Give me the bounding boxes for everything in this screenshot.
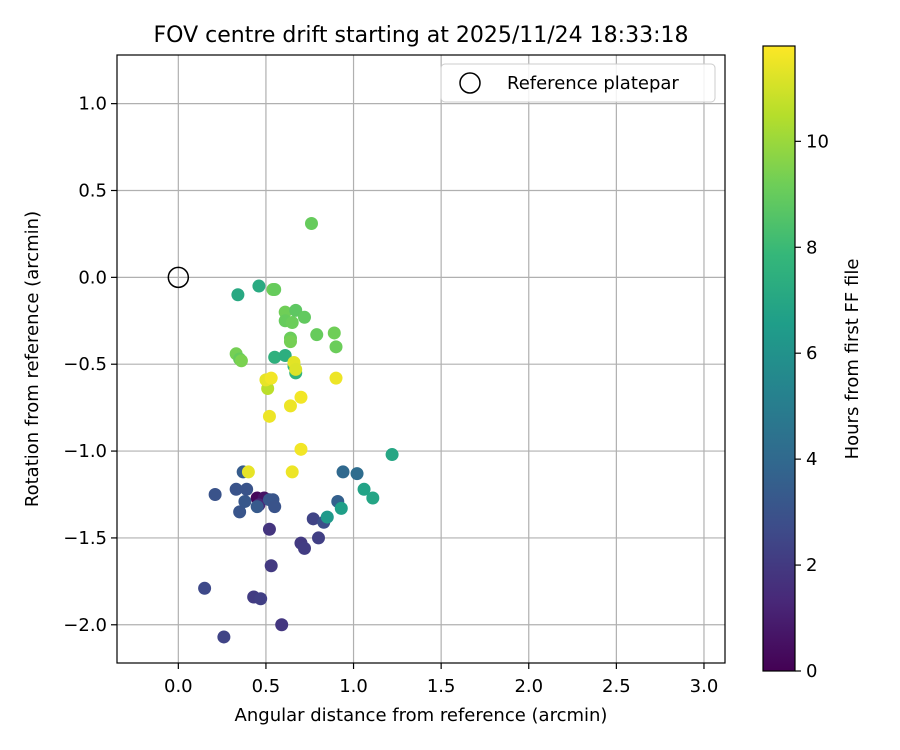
x-axis-ticks: 0.0 0.5 1.0 1.5 2.0 2.5 3.0 — [164, 663, 718, 697]
colorbar-tick-label: 2 — [806, 555, 817, 576]
data-point — [334, 501, 348, 515]
legend-marker — [459, 72, 481, 94]
colorbar-ticks: 0 2 4 6 8 10 — [795, 131, 829, 682]
data-point — [285, 316, 299, 330]
data-point — [366, 491, 380, 505]
x-tick-label: 3.0 — [690, 676, 719, 697]
chart-title: FOV centre drift starting at 2025/11/24 … — [154, 23, 689, 48]
data-point — [306, 512, 320, 526]
data-point — [262, 522, 276, 536]
y-axis-label: Rotation from reference (arcmin) — [22, 211, 43, 507]
colorbar-tick-label: 8 — [806, 237, 817, 258]
data-point — [238, 494, 252, 508]
x-tick-label: 1.5 — [427, 676, 456, 697]
data-point — [252, 279, 266, 293]
data-point — [329, 371, 343, 385]
x-tick-label: 2.0 — [514, 676, 543, 697]
data-point — [294, 442, 308, 456]
data-point — [229, 482, 243, 496]
data-point — [241, 465, 255, 479]
reference-marker — [167, 266, 190, 289]
data-point — [285, 465, 299, 479]
colorbar-tick-label: 6 — [806, 343, 817, 364]
colorbar: 0 2 4 6 8 10 Hours from first FF file — [762, 45, 863, 682]
data-point — [240, 482, 254, 496]
data-point — [327, 326, 341, 340]
data-point — [385, 448, 399, 462]
data-point — [268, 500, 282, 514]
y-tick-label: 1.0 — [78, 94, 107, 115]
y-tick-label: 0.0 — [78, 267, 107, 288]
x-tick-label: 2.5 — [602, 676, 631, 697]
data-point — [297, 541, 311, 555]
data-point — [254, 592, 268, 606]
data-point — [268, 283, 282, 297]
data-point — [304, 217, 318, 231]
data-point — [250, 500, 264, 514]
x-tick-label: 0.0 — [164, 676, 193, 697]
data-point — [278, 349, 292, 363]
data-point — [234, 354, 248, 368]
data-point — [289, 362, 303, 376]
data-point — [336, 465, 350, 479]
data-point — [283, 399, 297, 413]
data-point — [329, 340, 343, 354]
x-tick-label: 0.5 — [252, 676, 281, 697]
x-tick-label: 1.0 — [339, 676, 368, 697]
data-point — [264, 371, 278, 385]
data-point — [262, 409, 276, 423]
data-point — [357, 482, 371, 496]
data-point — [289, 303, 303, 317]
colorbar-frame — [762, 45, 796, 672]
y-tick-label: −2.0 — [63, 615, 107, 636]
legend: Reference platepar — [440, 63, 716, 103]
colorbar-label: Hours from first FF file — [842, 259, 863, 460]
data-point — [268, 350, 282, 364]
x-axis-label: Angular distance from reference (arcmin) — [235, 705, 608, 726]
data-point — [311, 531, 325, 545]
data-point — [275, 618, 289, 632]
colorbar-gradient — [763, 46, 795, 671]
data-point — [294, 390, 308, 404]
data-point — [233, 505, 247, 519]
plot-frame — [116, 54, 726, 664]
data-point — [217, 630, 231, 644]
y-tick-label: −0.5 — [63, 354, 107, 375]
y-axis-ticks: 1.0 0.5 0.0 −0.5 −1.0 −1.5 −2.0 — [63, 94, 117, 636]
reference-platepar-marker — [167, 266, 190, 289]
colorbar-tick-label: 0 — [806, 661, 817, 682]
data-point — [350, 467, 364, 481]
y-tick-label: −1.0 — [63, 441, 107, 462]
data-point — [231, 288, 245, 302]
y-tick-label: −1.5 — [63, 528, 107, 549]
colorbar-tick-label: 10 — [806, 131, 829, 152]
data-point — [297, 310, 311, 324]
data-point — [208, 487, 222, 501]
legend-box — [440, 63, 716, 103]
grid-lines — [117, 55, 725, 663]
data-point — [198, 581, 212, 595]
data-point — [310, 328, 324, 342]
legend-entry-reference-platepar: Reference platepar — [507, 73, 679, 94]
colorbar-tick-label: 4 — [806, 449, 817, 470]
data-point — [283, 335, 297, 349]
data-point — [264, 559, 278, 573]
y-tick-label: 0.5 — [78, 180, 107, 201]
data-point — [320, 510, 334, 524]
scatter-points — [198, 217, 399, 644]
